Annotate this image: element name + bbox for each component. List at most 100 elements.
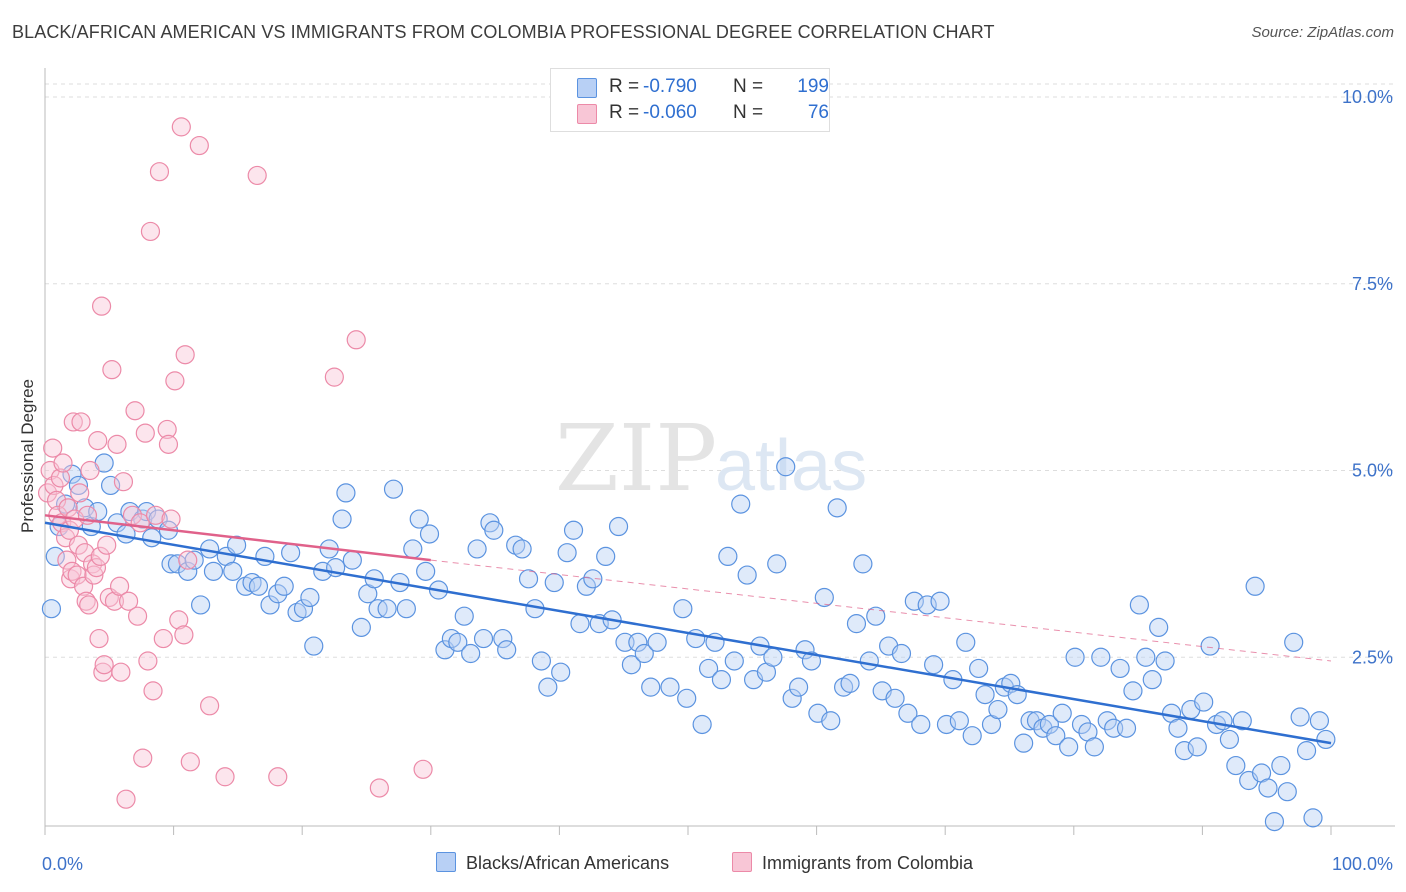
blacks-point xyxy=(1071,714,1092,735)
colombia-point xyxy=(75,543,95,563)
bottom-legend-swatch-pink xyxy=(732,852,752,872)
colombia-point xyxy=(90,546,110,567)
legend-n-value: 76 xyxy=(807,102,829,123)
legend-swatch-blue xyxy=(577,78,597,98)
blacks-point xyxy=(1245,576,1265,596)
legend-r-label: R = xyxy=(609,102,640,123)
blacks-point xyxy=(1136,647,1156,667)
blacks-point xyxy=(377,599,397,619)
y-tick-label: 10.0% xyxy=(1342,87,1393,107)
colombia-point xyxy=(71,412,91,432)
colombia-point xyxy=(102,360,122,380)
blacks-point xyxy=(853,554,873,574)
colombia-point xyxy=(50,468,71,488)
blacks-point xyxy=(223,561,243,581)
blacks-point xyxy=(608,516,629,537)
blacks-point xyxy=(911,714,931,735)
blacks-point xyxy=(493,628,513,649)
blacks-point xyxy=(840,673,860,693)
source-label: Source: ZipAtlas.com xyxy=(1251,24,1394,41)
colombia-point xyxy=(107,434,127,454)
blacks-point xyxy=(1187,737,1207,757)
legend-r-value: -0.790 xyxy=(643,76,697,97)
blacks-point xyxy=(512,539,532,559)
blacks-point xyxy=(531,651,551,671)
blacks-point xyxy=(930,591,950,611)
blacks-point xyxy=(1052,703,1072,723)
colombia-point xyxy=(67,565,87,585)
blacks-point xyxy=(1155,651,1175,671)
colombia-point xyxy=(268,767,288,787)
blacks-point xyxy=(1194,692,1214,712)
blacks-point xyxy=(969,658,989,679)
blacks-point xyxy=(260,595,280,615)
blacks-point xyxy=(1091,647,1111,667)
blacks-point xyxy=(1116,718,1137,738)
blacks-point xyxy=(1264,811,1285,832)
colombia-point xyxy=(97,535,117,555)
blacks-point xyxy=(409,509,429,529)
colombia-point xyxy=(43,438,63,458)
blacks-point xyxy=(949,711,969,731)
y-tick-label: 5.0% xyxy=(1352,461,1393,481)
blacks-point xyxy=(956,632,976,652)
blacks-point xyxy=(1039,714,1059,735)
blacks-point xyxy=(1219,729,1240,750)
colombia-point xyxy=(169,610,189,630)
blacks-point xyxy=(268,584,288,604)
bottom-legend-colombia: Immigrants from Colombia xyxy=(732,852,973,876)
colombia-point xyxy=(138,651,158,671)
colombia-point xyxy=(62,561,82,581)
y-tick-label: 7.5% xyxy=(1352,274,1393,294)
blacks-point xyxy=(641,677,661,697)
watermark-zip: ZIP xyxy=(555,405,717,512)
colombia-point xyxy=(127,606,148,626)
bottom-legend-blacks: Blacks/African Americans xyxy=(436,852,669,876)
colombia-point xyxy=(153,628,173,649)
blacks-point xyxy=(274,576,294,596)
blacks-point xyxy=(403,539,423,559)
colombia-point xyxy=(145,505,166,525)
blacks-point xyxy=(304,636,324,656)
blacks-point xyxy=(1142,670,1162,690)
x-tick-label: 0.0% xyxy=(42,854,83,874)
legend-n-value: 199 xyxy=(797,76,829,97)
blacks-point xyxy=(677,688,697,708)
colombia-point xyxy=(70,483,90,503)
colombia-point xyxy=(111,662,131,682)
blacks-point xyxy=(416,561,436,581)
blacks-point xyxy=(988,699,1008,720)
colombia-point xyxy=(104,591,125,611)
blacks-point xyxy=(336,483,356,503)
colombia-point xyxy=(140,221,161,242)
blacks-point xyxy=(300,587,320,608)
colombia-point xyxy=(79,595,99,615)
blacks-point xyxy=(1110,658,1130,679)
colombia-point xyxy=(113,472,134,492)
colombia-trend-extension xyxy=(430,559,1332,662)
x-tick-label: 100.0% xyxy=(1332,854,1393,874)
blacks-point xyxy=(1284,632,1304,652)
blacks-point xyxy=(467,539,487,559)
legend-r-label: R = xyxy=(609,76,640,97)
blacks-point xyxy=(473,628,494,649)
colombia-point xyxy=(118,591,139,611)
blacks-point xyxy=(711,670,732,690)
blacks-point xyxy=(45,546,65,567)
blacks-point xyxy=(1303,808,1323,828)
blacks-point xyxy=(692,714,712,735)
blacks-point xyxy=(904,591,924,611)
blacks-point xyxy=(100,475,121,496)
blacks-point xyxy=(1168,718,1188,738)
blacks-point xyxy=(448,632,468,652)
blacks-point xyxy=(1232,711,1252,731)
colombia-point xyxy=(125,401,145,421)
colombia-point xyxy=(346,330,366,350)
blacks-point xyxy=(227,535,247,555)
blacks-point xyxy=(142,528,162,548)
blacks-point xyxy=(1309,711,1330,731)
colombia-point xyxy=(53,453,73,473)
colombia-point xyxy=(180,752,200,772)
blacks-trend-line xyxy=(44,521,1332,745)
blacks-point xyxy=(866,606,886,626)
